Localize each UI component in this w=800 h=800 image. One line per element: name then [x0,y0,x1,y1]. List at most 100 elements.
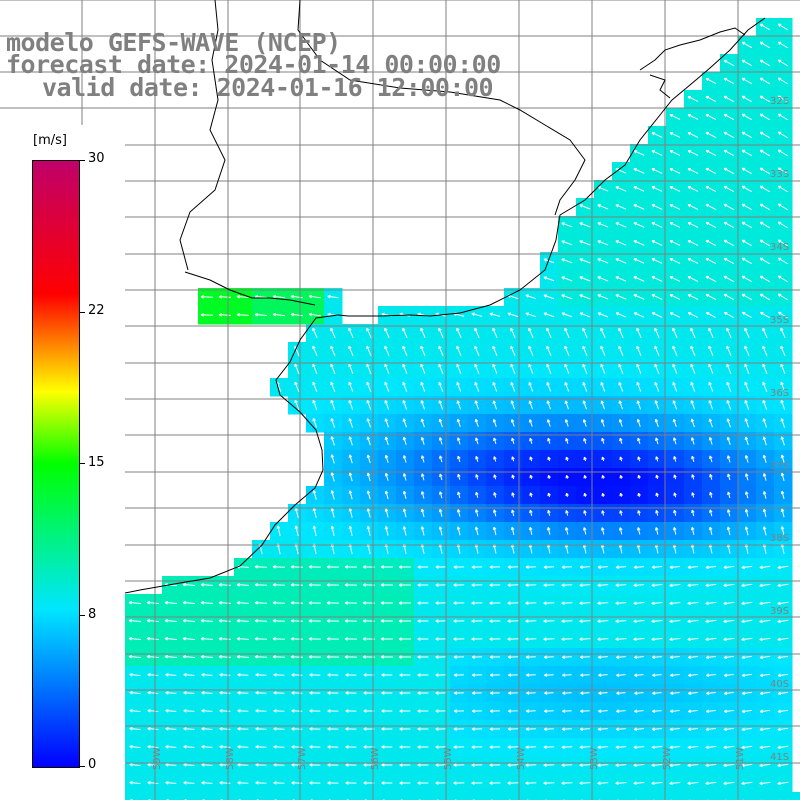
wind-cell [126,792,145,800]
wind-arrow-head [511,492,513,496]
wind-arrow-head [744,473,747,477]
wind-arrow [651,204,663,210]
wind-arrow [759,77,771,85]
wind-arrow-head [420,508,423,513]
wind-arrow-head [619,456,621,460]
wind-arrow [759,293,771,301]
wind-arrow [741,131,753,139]
latitude-label: 41S [770,752,789,763]
wind-arrow [327,295,339,299]
wind-arrow [705,239,717,247]
wind-arrow-head [272,295,276,299]
wind-arrow-head [726,509,729,513]
wind-arrow [705,77,717,85]
wind-arrow-head [777,167,781,171]
wind-arrow [218,296,232,298]
wind-arrow [218,314,232,316]
wind-arrow-head [348,508,351,512]
wind-arrow-head [493,456,495,460]
wind-arrow-head [529,510,531,514]
wind-arrow [597,312,609,318]
wind-arrow-head [762,473,765,477]
wind-cell [342,792,361,800]
wind-cell [684,792,703,800]
wind-arrow-head [547,475,549,479]
wind-arrow [687,204,699,210]
wind-arrow [615,222,627,228]
wind-arrow [706,312,716,318]
wind-arrow-head [777,113,781,117]
wind-cell [180,792,199,800]
wind-arrow-head [330,472,333,476]
wind-arrow-head [561,276,565,280]
wind-arrow-head [565,510,567,514]
wind-arrow-head [633,258,637,262]
wind-arrow-head [236,314,240,317]
wind-arrow [759,239,771,247]
wind-arrow [651,258,663,264]
wind-arrow [525,312,537,318]
wind-arrow [597,276,609,282]
wind-arrow [273,566,285,568]
wind-arrow-head [651,150,655,154]
wind-arrow-head [741,150,745,154]
wind-arrow-head [583,456,585,461]
wind-cell [702,792,721,800]
wind-arrow [723,113,735,121]
wind-arrow-head [615,294,619,298]
colorbar-tick-0: 0 [88,757,97,772]
wind-arrow-head [726,526,729,530]
wind-cell [612,792,631,800]
wind-arrow [723,239,735,247]
wind-arrow [777,203,789,211]
wind-arrow-head [633,294,637,298]
wind-arrow-head [777,239,781,243]
title-valid-date: valid date: 2024-01-16 12:00:00 [42,73,494,102]
latitude-label: 37S [770,461,789,472]
wind-arrow-head [690,527,693,531]
wind-arrow-head [651,258,655,262]
wind-arrow-head [759,131,763,135]
wind-arrow [308,313,322,317]
wind-arrow-head [529,456,531,460]
wind-arrow-head [709,492,711,496]
wind-arrow-head [687,186,691,190]
wind-arrow [741,41,753,49]
colorbar-tick-8: 8 [88,607,97,622]
wind-arrow-head [780,491,783,495]
wind-arrow-head [457,474,459,478]
wind-arrow [651,312,663,318]
wind-arrow-head [348,526,351,530]
wind-arrow-head [673,510,675,514]
wind-arrow-head [655,510,657,514]
wind-arrow [651,294,663,300]
wind-arrow-head [723,276,727,280]
wind-arrow-head [777,221,781,225]
wind-arrow [777,149,789,157]
wind-arrow-head [741,204,745,208]
wind-arrow-head [723,186,727,190]
wind-arrow-head [312,508,315,512]
wind-arrow [669,114,681,120]
wind-arrow [777,131,789,139]
wind-arrow-head [618,527,621,531]
wind-arrow-head [546,527,549,531]
wind-arrow-head [741,78,745,82]
wind-arrow-head [741,294,745,298]
wind-arrow-head [687,150,691,154]
wind-arrow-head [579,204,583,208]
wind-arrow-head [456,526,459,530]
latitude-label: 38S [770,533,789,544]
wind-arrow-head [402,508,405,512]
wind-cell [360,792,379,800]
wind-arrow [777,185,789,193]
wind-arrow [669,150,681,156]
wind-arrow-head [655,474,657,479]
wind-arrow-head [547,492,549,497]
wind-arrow [687,96,699,102]
wind-arrow-head [780,473,783,477]
wind-arrow-head [525,312,529,316]
wind-arrow [489,312,501,318]
wind-arrow-head [561,258,565,262]
longitude-label: 55W [443,747,454,770]
